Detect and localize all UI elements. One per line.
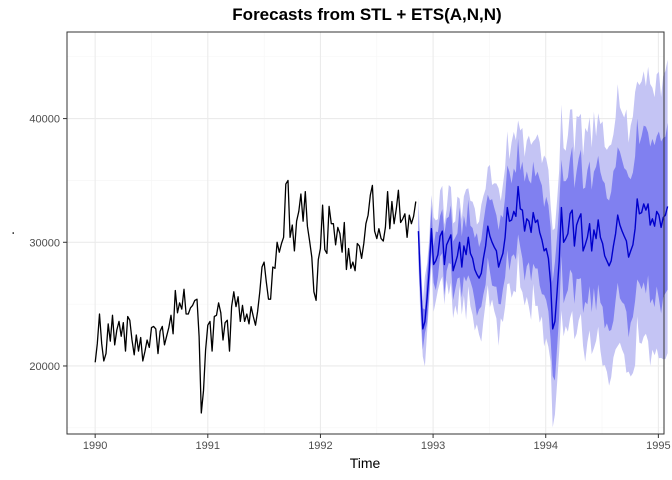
prediction-interval-80 (418, 118, 668, 381)
history-line (94, 179, 417, 414)
y-tick-label: 30000 (29, 237, 60, 249)
x-tick-label: 1995 (646, 440, 670, 452)
x-tick-label: 1991 (196, 440, 220, 452)
axis-ticks: 1990 1991 1992 1993 1994 1995 20000 30000 40000 (29, 114, 670, 452)
y-tick-label: 20000 (29, 361, 60, 373)
y-tick-label: 40000 (29, 114, 60, 126)
chart-title: Forecasts from STL + ETS(A,N,N) (232, 5, 501, 24)
forecast-line (417, 185, 669, 330)
x-tick-label: 1992 (308, 440, 332, 452)
x-axis-title: Time (350, 455, 381, 471)
y-axis-title: . (1, 231, 17, 235)
x-tick-label: 1994 (533, 440, 557, 452)
x-tick-label: 1993 (421, 440, 445, 452)
x-tick-label: 1990 (83, 440, 107, 452)
series-lines (94, 179, 669, 414)
interval-80-area (418, 118, 668, 381)
plot-panel-border (66, 31, 665, 435)
